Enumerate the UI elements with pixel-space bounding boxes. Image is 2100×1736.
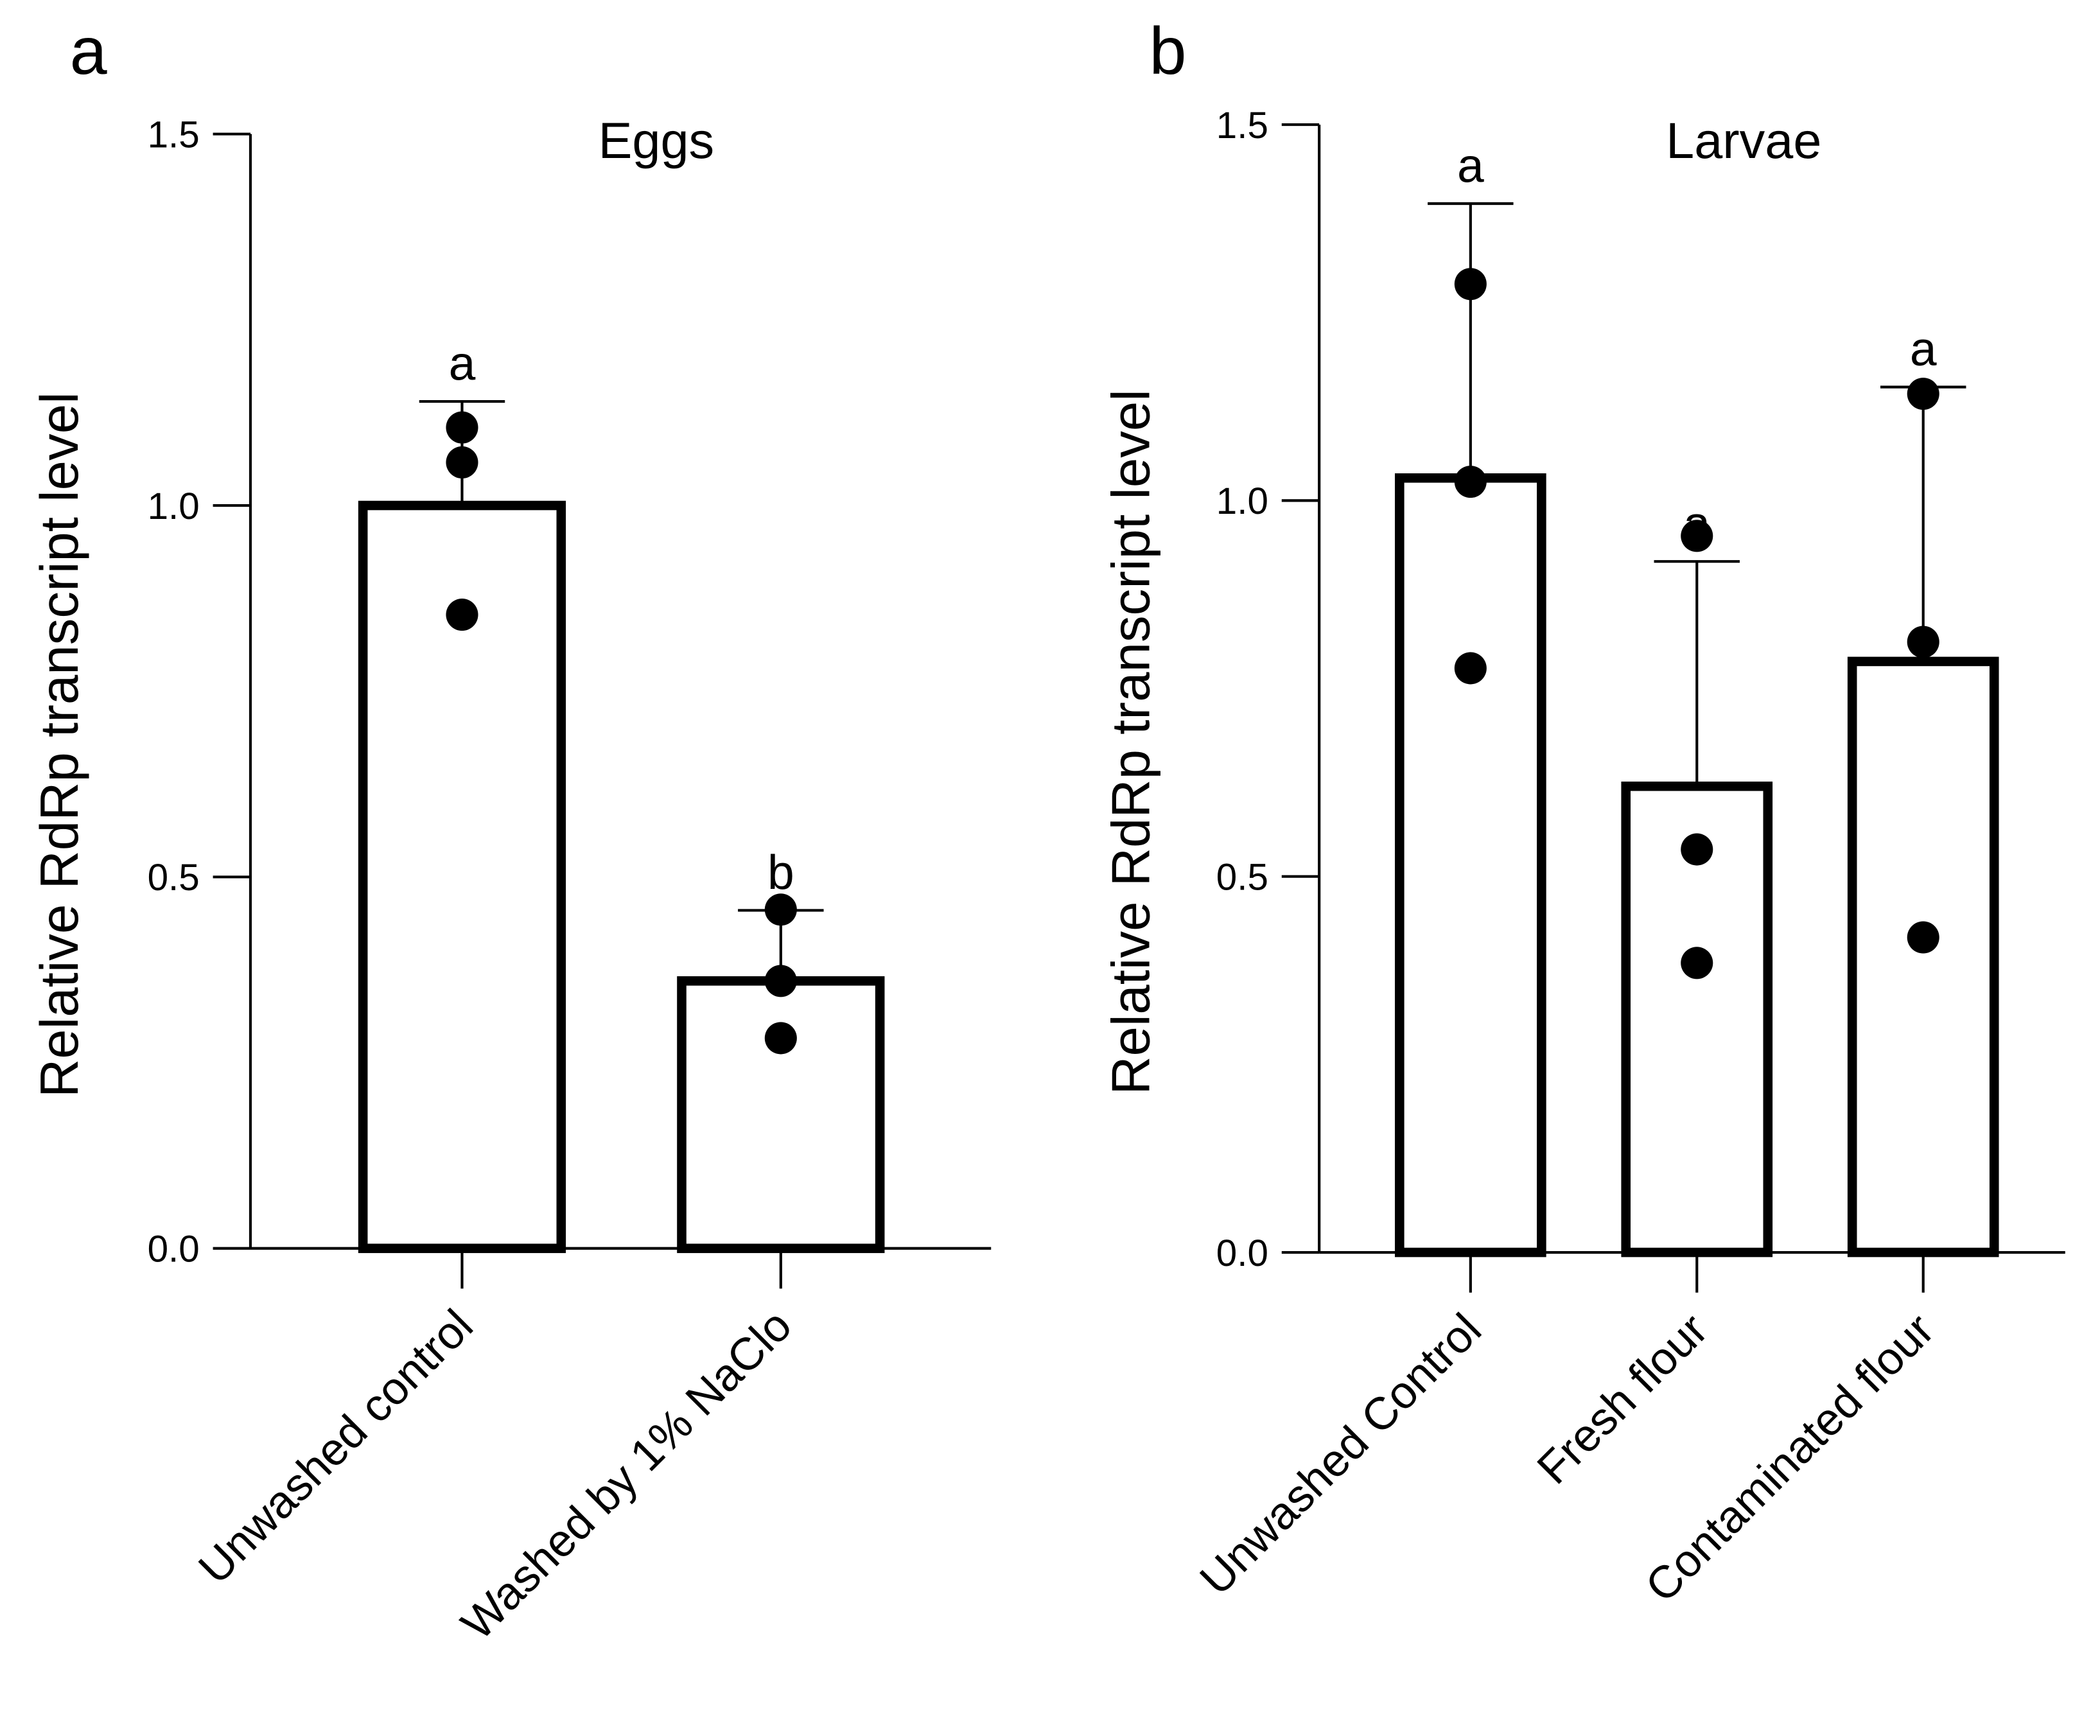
significance-label: b xyxy=(767,845,794,899)
panel-label: a xyxy=(70,14,107,89)
significance-label: a xyxy=(1683,496,1710,550)
x-tick-label: Unwashed control xyxy=(189,1300,483,1593)
y-axis-label: Relative RdRp transcript level xyxy=(1100,389,1160,1095)
panel-label: b xyxy=(1150,14,1187,89)
y-tick-label: 1.5 xyxy=(1216,105,1268,146)
y-tick-label: 0.5 xyxy=(148,857,200,899)
data-point xyxy=(1454,268,1487,301)
y-tick-label: 0.0 xyxy=(148,1229,200,1270)
data-point xyxy=(764,1022,797,1055)
data-point xyxy=(1681,520,1713,552)
x-tick-label: Washed by 1% NaClo xyxy=(452,1300,801,1649)
data-point xyxy=(764,965,797,997)
y-tick-label: 0.0 xyxy=(1216,1232,1268,1274)
data-point xyxy=(1454,652,1487,685)
y-tick-label: 1.0 xyxy=(148,486,200,527)
significance-label: a xyxy=(449,337,476,390)
data-point xyxy=(764,893,797,926)
data-point xyxy=(446,599,478,631)
data-point xyxy=(446,411,478,444)
significance-label: a xyxy=(1457,139,1484,193)
bar xyxy=(1847,656,1999,1258)
y-tick-label: 0.5 xyxy=(1216,857,1268,899)
data-point xyxy=(1454,466,1487,498)
y-tick-label: 1.5 xyxy=(148,114,200,156)
chart-title: Eggs xyxy=(599,112,715,169)
x-tick-label: Fresh flour xyxy=(1528,1304,1717,1494)
y-tick-label: 1.0 xyxy=(1216,480,1268,522)
chart-title: Larvae xyxy=(1666,112,1821,169)
bar xyxy=(1395,473,1546,1258)
x-tick-label: Unwashed Control xyxy=(1191,1304,1491,1605)
bar xyxy=(677,976,885,1254)
data-point xyxy=(1681,947,1713,979)
data-point xyxy=(1907,626,1939,658)
data-point xyxy=(1681,833,1713,866)
y-axis-label: Relative RdRp transcript level xyxy=(29,392,89,1098)
data-point xyxy=(1907,921,1939,954)
data-point xyxy=(446,446,478,478)
significance-label: a xyxy=(1910,322,1937,376)
data-point xyxy=(1907,378,1939,410)
